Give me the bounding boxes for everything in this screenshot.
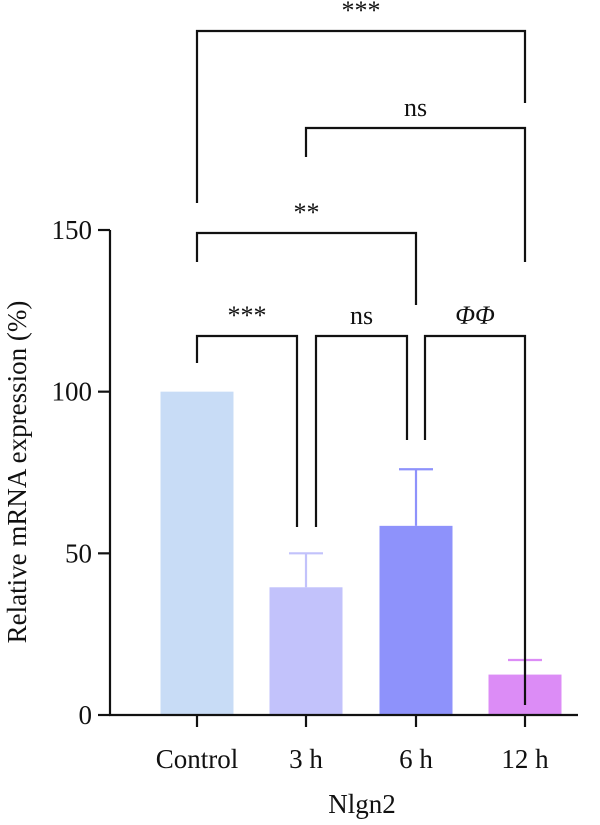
x-axis-title: Nlgn2 [328, 789, 396, 819]
significance-bracket-4 [314, 334, 409, 527]
significance-bracket-3 [195, 334, 299, 527]
significance-label-4: ns [350, 301, 373, 330]
bar-2 [379, 525, 453, 715]
y-tick-label-0: 0 [79, 700, 93, 730]
x-tick-label-0: Control [156, 744, 239, 774]
x-tick-label-1: 3 h [289, 744, 323, 774]
bar-0 [160, 391, 234, 715]
x-tick-label-3: 12 h [501, 744, 549, 774]
significance-bracket-2 [195, 231, 418, 305]
significance-bracket-1 [304, 126, 527, 262]
significance-label-3: *** [228, 301, 267, 330]
significance-bracket-5 [423, 334, 527, 705]
y-tick-label-2: 100 [52, 377, 93, 407]
y-tick-label-1: 50 [65, 538, 92, 568]
x-tick-label-2: 6 h [399, 744, 433, 774]
bar-1 [269, 587, 343, 715]
significance-label-2: ** [294, 198, 320, 227]
significance-label-0: *** [342, 0, 381, 25]
y-tick-label-3: 150 [52, 215, 93, 245]
significance-bracket-0 [195, 29, 527, 203]
significance-label-5: ΦΦ [455, 301, 495, 330]
y-axis-title: Relative mRNA expression (%) [2, 301, 32, 644]
significance-label-1: ns [404, 93, 427, 122]
